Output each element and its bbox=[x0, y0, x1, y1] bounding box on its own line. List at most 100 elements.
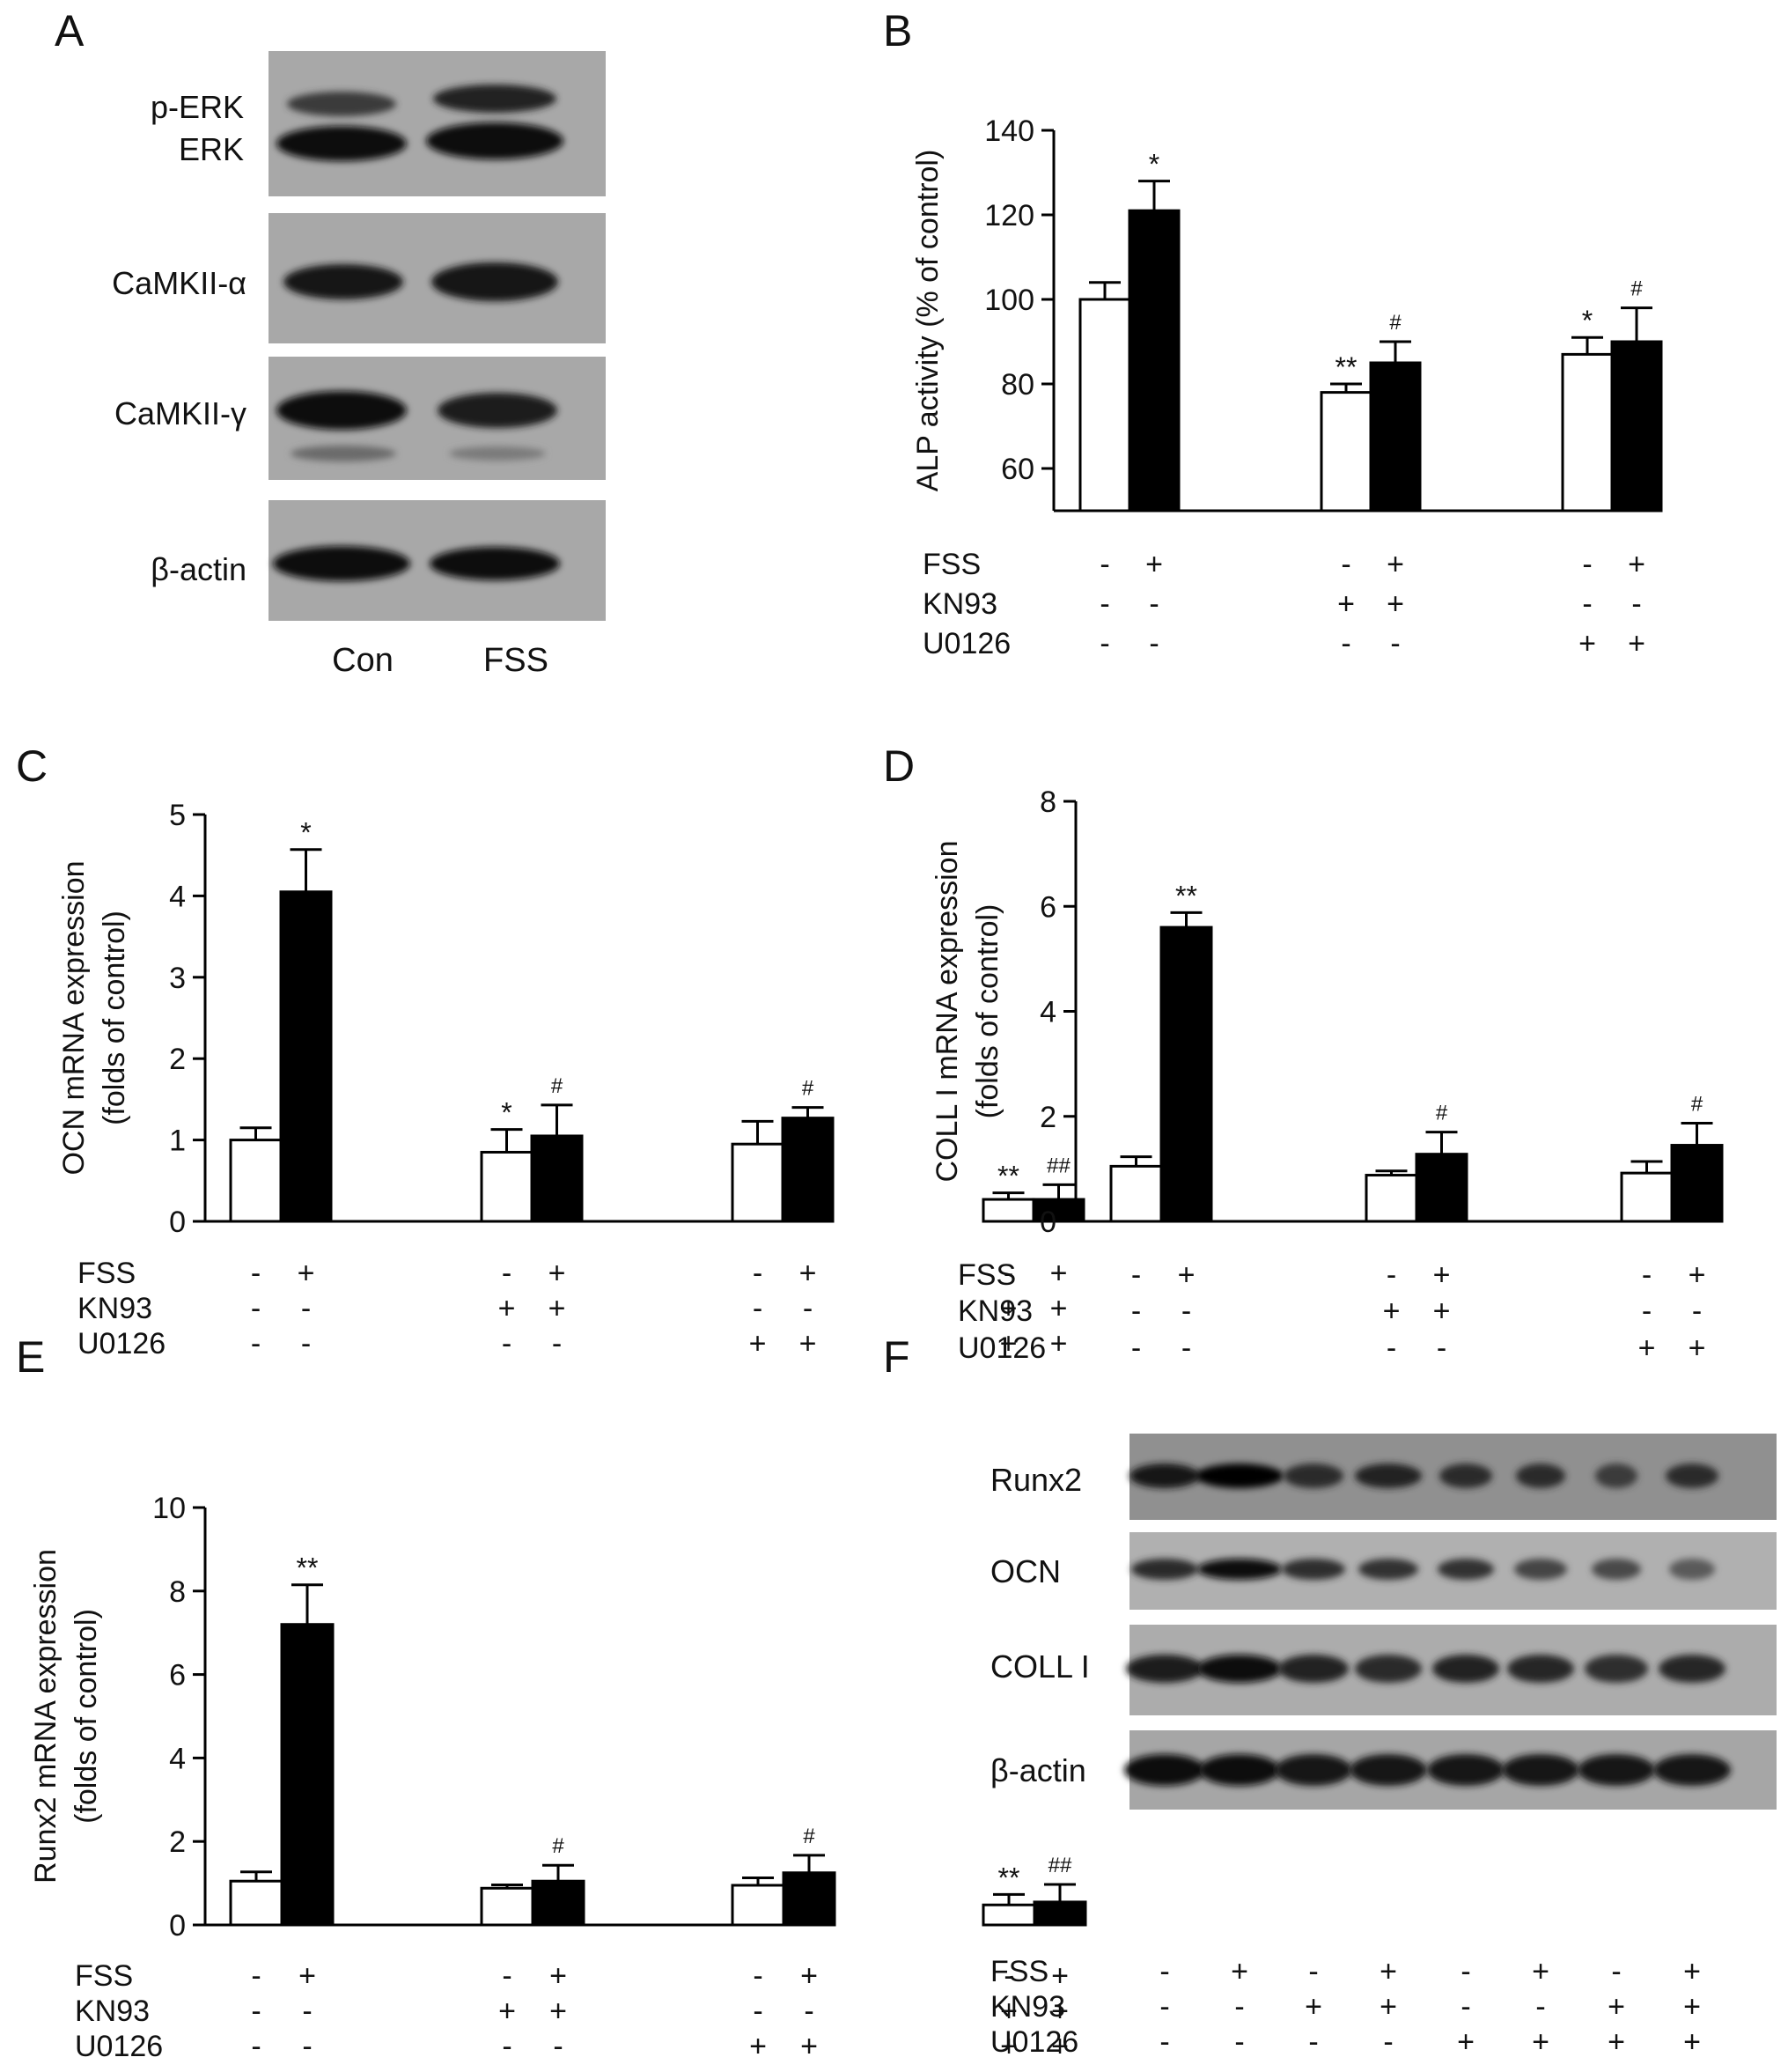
significance-mark: # bbox=[1436, 1102, 1448, 1125]
bar bbox=[1620, 1171, 1674, 1223]
treatment-row-label: KN93 bbox=[958, 1294, 1033, 1328]
bar bbox=[982, 1903, 1036, 1927]
blot-f-treatment-sign: - bbox=[1461, 1955, 1470, 1988]
treatment-sign: + bbox=[799, 1257, 817, 1290]
treatment-sign: - bbox=[1387, 1258, 1396, 1292]
band-a-perk-fss bbox=[433, 85, 556, 113]
band-a-camk2g-lower-con bbox=[291, 446, 396, 461]
band-a-actin-fss bbox=[430, 547, 560, 580]
blot-f-label-runx2: Runx2 bbox=[990, 1462, 1082, 1498]
blot-f-treatment-sign: + bbox=[1608, 2025, 1625, 2059]
treatment-sign: - bbox=[1100, 548, 1109, 581]
blot-f-band bbox=[1278, 1655, 1349, 1683]
y-tick-label: 2 bbox=[169, 1825, 186, 1859]
treatment-row-label: U0126 bbox=[958, 1331, 1046, 1365]
treatment-row-label: FSS bbox=[958, 1258, 1016, 1292]
y-tick-label: 80 bbox=[1001, 368, 1034, 402]
treatment-sign: + bbox=[1000, 1995, 1018, 2028]
treatment-sign: - bbox=[251, 2030, 261, 2063]
blot-f-band bbox=[1502, 1754, 1579, 1786]
blot-f-treatment-sign: - bbox=[1461, 1990, 1470, 2024]
y-axis-title: (folds of control) bbox=[70, 1609, 103, 1824]
treatment-sign: - bbox=[502, 1327, 511, 1360]
blot-f-treatment-sign: + bbox=[1457, 2025, 1475, 2059]
y-axis-title: OCN mRNA expression bbox=[57, 860, 91, 1175]
blot-f-treatment-sign: + bbox=[1683, 1955, 1701, 1988]
bar bbox=[1128, 209, 1181, 512]
bar bbox=[1109, 1164, 1163, 1223]
blot-f-band bbox=[1516, 1464, 1565, 1488]
blot-f-treatment-sign: + bbox=[1683, 2025, 1701, 2059]
blot-a-label-erk: ERK bbox=[179, 131, 244, 167]
blot-f-band bbox=[1131, 1559, 1198, 1580]
bar bbox=[1365, 1174, 1418, 1223]
bar bbox=[1561, 352, 1614, 512]
treatment-sign: + bbox=[1433, 1258, 1451, 1292]
blot-a-strip-1 bbox=[269, 51, 606, 196]
y-tick-label: 0 bbox=[169, 1909, 186, 1943]
significance-mark: # bbox=[552, 1834, 564, 1858]
bar bbox=[229, 1139, 283, 1223]
y-tick-label: 6 bbox=[169, 1659, 186, 1692]
treatment-sign: + bbox=[1000, 1292, 1018, 1325]
y-tick-label: 4 bbox=[1040, 996, 1056, 1029]
treatment-sign: - bbox=[1341, 627, 1350, 660]
blot-f-treatment-sign: + bbox=[1380, 1990, 1397, 2024]
blot-f-band bbox=[1438, 1559, 1494, 1580]
bar bbox=[782, 1871, 836, 1927]
treatment-row-label: FSS bbox=[75, 1959, 133, 1993]
treatment-sign: + bbox=[1387, 548, 1404, 581]
panel-f-blot: Runx2 OCN COLL I β-actin FSS - + - + - + - +KN93… bbox=[990, 1434, 1777, 2059]
blot-f-treatment-sign: - bbox=[1308, 2025, 1318, 2059]
significance-mark: # bbox=[1389, 311, 1402, 335]
significance-mark: * bbox=[501, 1097, 511, 1129]
band-a-camk2g-con bbox=[276, 391, 407, 430]
blot-f-treatment-sign: + bbox=[1532, 1955, 1549, 1988]
band-a-camk2g-fss bbox=[438, 393, 557, 428]
treatment-sign: + bbox=[548, 1292, 566, 1325]
treatment-row-label: U0126 bbox=[923, 627, 1011, 660]
y-tick-label: 8 bbox=[1040, 785, 1056, 819]
blot-f-band bbox=[1197, 1655, 1282, 1683]
blot-f-band bbox=[1284, 1464, 1343, 1488]
band-a-camk2g-lower-fss bbox=[449, 446, 546, 461]
treatment-sign: + bbox=[1051, 2030, 1069, 2063]
bar bbox=[279, 890, 333, 1223]
blot-f-treatment-sign: + bbox=[1683, 1990, 1701, 2024]
treatment-sign: + bbox=[1387, 587, 1404, 621]
blot-f-band bbox=[1666, 1464, 1718, 1488]
treatment-sign: - bbox=[1692, 1294, 1702, 1328]
significance-mark: # bbox=[1691, 1093, 1703, 1117]
treatment-sign: - bbox=[1131, 1331, 1141, 1365]
bar bbox=[1670, 1144, 1724, 1223]
band-a-perk-con bbox=[287, 92, 396, 116]
y-tick-label: 0 bbox=[169, 1206, 186, 1239]
blot-f-band bbox=[1653, 1754, 1731, 1786]
blot-f-band bbox=[1432, 1655, 1499, 1683]
treatment-row-label: FSS bbox=[923, 548, 981, 581]
treatment-sign: - bbox=[1181, 1331, 1191, 1365]
treatment-sign: + bbox=[298, 1257, 315, 1290]
treatment-sign: - bbox=[753, 1959, 762, 1993]
blot-a-label-actin: β-actin bbox=[151, 551, 246, 587]
panel-a-blot: p-ERK ERK CaMKII-α CaMKII-γ β-actin Con … bbox=[112, 51, 606, 679]
treatment-sign: + bbox=[800, 2030, 818, 2063]
significance-mark: * bbox=[1149, 149, 1159, 181]
significance-mark: # bbox=[803, 1825, 815, 1848]
blot-f-band bbox=[1592, 1559, 1641, 1580]
significance-mark: ** bbox=[997, 1161, 1019, 1192]
blot-f-treatment-sign: + bbox=[1380, 1955, 1397, 1988]
treatment-sign: - bbox=[1131, 1294, 1141, 1328]
y-tick-label: 0 bbox=[1040, 1206, 1056, 1239]
blot-f-treatment-sign: - bbox=[1234, 2025, 1244, 2059]
treatment-sign: + bbox=[749, 1327, 767, 1360]
panel-label-a: A bbox=[55, 6, 85, 55]
blot-f-treatment-sign: - bbox=[1159, 1990, 1169, 2024]
blot-f-band bbox=[1196, 1464, 1284, 1488]
chart-b-alp-activity: 60 80 100 120 140 ALP activity (% of control)… bbox=[911, 114, 1663, 660]
band-a-erk-fss bbox=[426, 122, 563, 159]
treatment-sign: - bbox=[502, 1257, 511, 1290]
treatment-row-label: KN93 bbox=[923, 587, 997, 621]
treatment-sign: + bbox=[1050, 1292, 1068, 1325]
